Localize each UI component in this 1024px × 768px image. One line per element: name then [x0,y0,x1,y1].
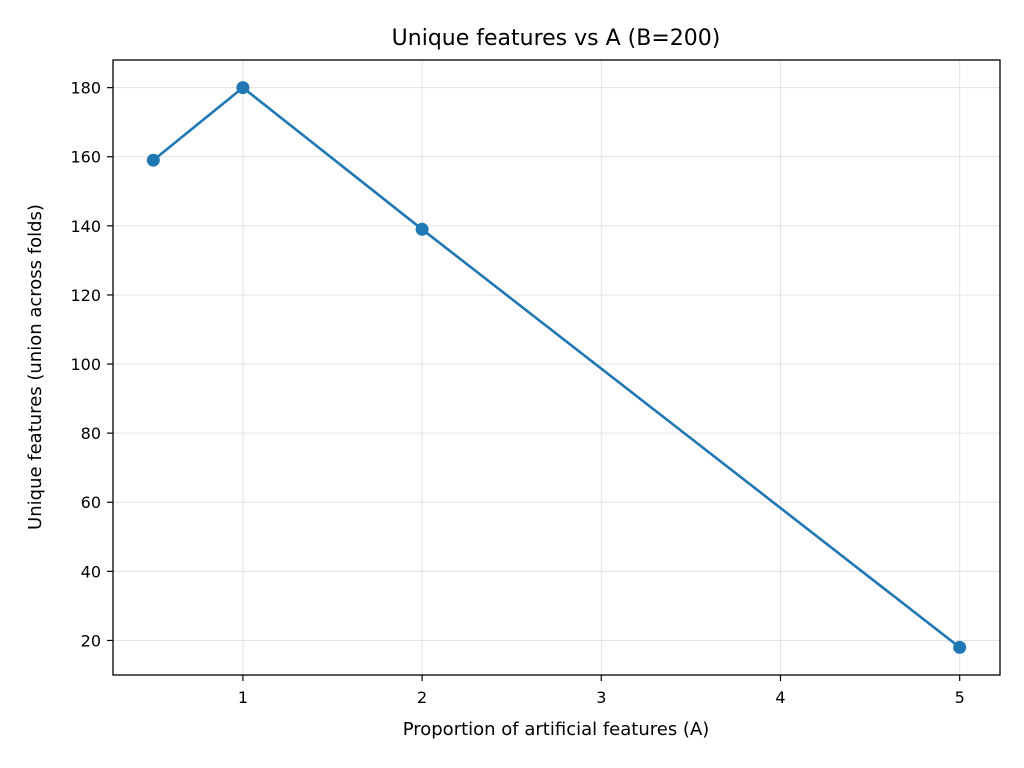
x-tick-label: 5 [955,688,965,707]
y-axis-label: Unique features (union across folds) [25,204,46,530]
y-tick-label: 120 [70,286,101,305]
data-point [415,222,429,236]
y-tick-label: 40 [81,562,101,581]
series-line [152,86,961,649]
y-tick-label: 60 [81,493,101,512]
y-tick-label: 160 [70,148,101,167]
series-layer [146,81,967,654]
data-point [146,153,160,167]
y-tick-label: 80 [81,424,101,443]
chart-title: Unique features vs A (B=200) [392,26,721,51]
x-axis-label: Proportion of artificial features (A) [403,719,710,740]
x-tick-label: 2 [417,688,427,707]
x-tick-label: 4 [775,688,785,707]
x-tick-label: 3 [596,688,606,707]
y-tick-label: 180 [70,79,101,98]
axis-ticks: 1 2 3 4 5 20 40 60 80 100 120 140 160 180 [70,79,964,707]
x-tick-label: 1 [238,688,248,707]
data-point [953,640,967,654]
grid [113,60,1000,675]
y-tick-label: 140 [70,217,101,236]
plot-frame [112,59,1001,676]
data-point [236,81,250,95]
y-tick-label: 20 [81,631,101,650]
y-tick-label: 100 [70,355,101,374]
